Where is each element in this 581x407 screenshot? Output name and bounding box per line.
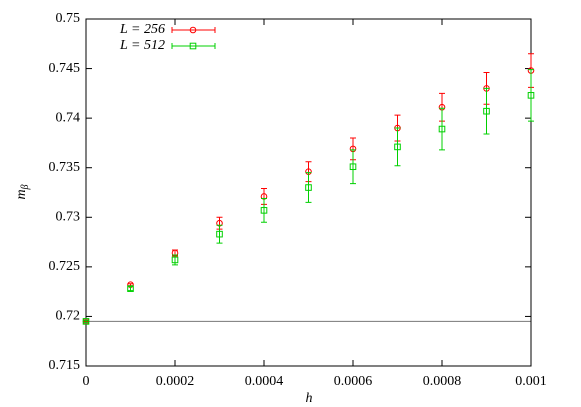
error-bar <box>261 197 267 223</box>
error-bar <box>83 319 89 323</box>
x-tick-label: 0.0002 <box>156 374 195 389</box>
y-tick-label: 0.73 <box>56 210 81 225</box>
data-point <box>189 26 197 34</box>
y-tick-label: 0.715 <box>49 358 81 373</box>
data-point <box>189 42 197 50</box>
plot-frame <box>85 18 532 367</box>
x-axis-label: h <box>306 391 313 406</box>
y-axis-label: mβ <box>14 184 31 199</box>
data-point <box>171 256 179 264</box>
x-tick-label: 0.0004 <box>245 374 284 389</box>
x-tick-label: 0.001 <box>515 374 547 389</box>
x-tick-label: 0 <box>83 374 90 389</box>
x-tick-label: 0.0006 <box>334 374 373 389</box>
data-point <box>483 107 490 115</box>
error-bar <box>172 254 178 266</box>
legend-label: L = 512 <box>119 38 165 53</box>
y-tick-label: 0.745 <box>49 61 81 76</box>
data-point <box>305 184 312 191</box>
data-point <box>349 163 357 171</box>
data-point <box>438 125 446 133</box>
error-bar <box>439 107 445 151</box>
data-point <box>260 207 268 214</box>
error-bar <box>483 87 490 135</box>
error-bar <box>350 149 356 185</box>
y-tick-label: 0.75 <box>56 11 81 26</box>
error-bar <box>528 69 534 122</box>
y-tick-label: 0.72 <box>56 309 81 324</box>
y-tick-label: 0.74 <box>56 110 81 125</box>
x-tick-label: 0.0008 <box>423 374 462 389</box>
legend-label: L = 256 <box>119 22 165 37</box>
y-tick-label: 0.725 <box>49 259 81 274</box>
error-bar <box>394 127 401 167</box>
error-bar <box>305 172 312 203</box>
data-point <box>127 285 134 292</box>
data-point <box>527 92 535 99</box>
data-point <box>82 318 90 325</box>
error-bar <box>216 224 223 244</box>
error-bar <box>127 286 134 292</box>
data-point <box>394 143 401 151</box>
data-point <box>216 230 223 238</box>
y-tick-label: 0.735 <box>49 160 81 175</box>
y-label-sub: β <box>20 184 31 190</box>
y-label-main: m <box>14 189 29 199</box>
